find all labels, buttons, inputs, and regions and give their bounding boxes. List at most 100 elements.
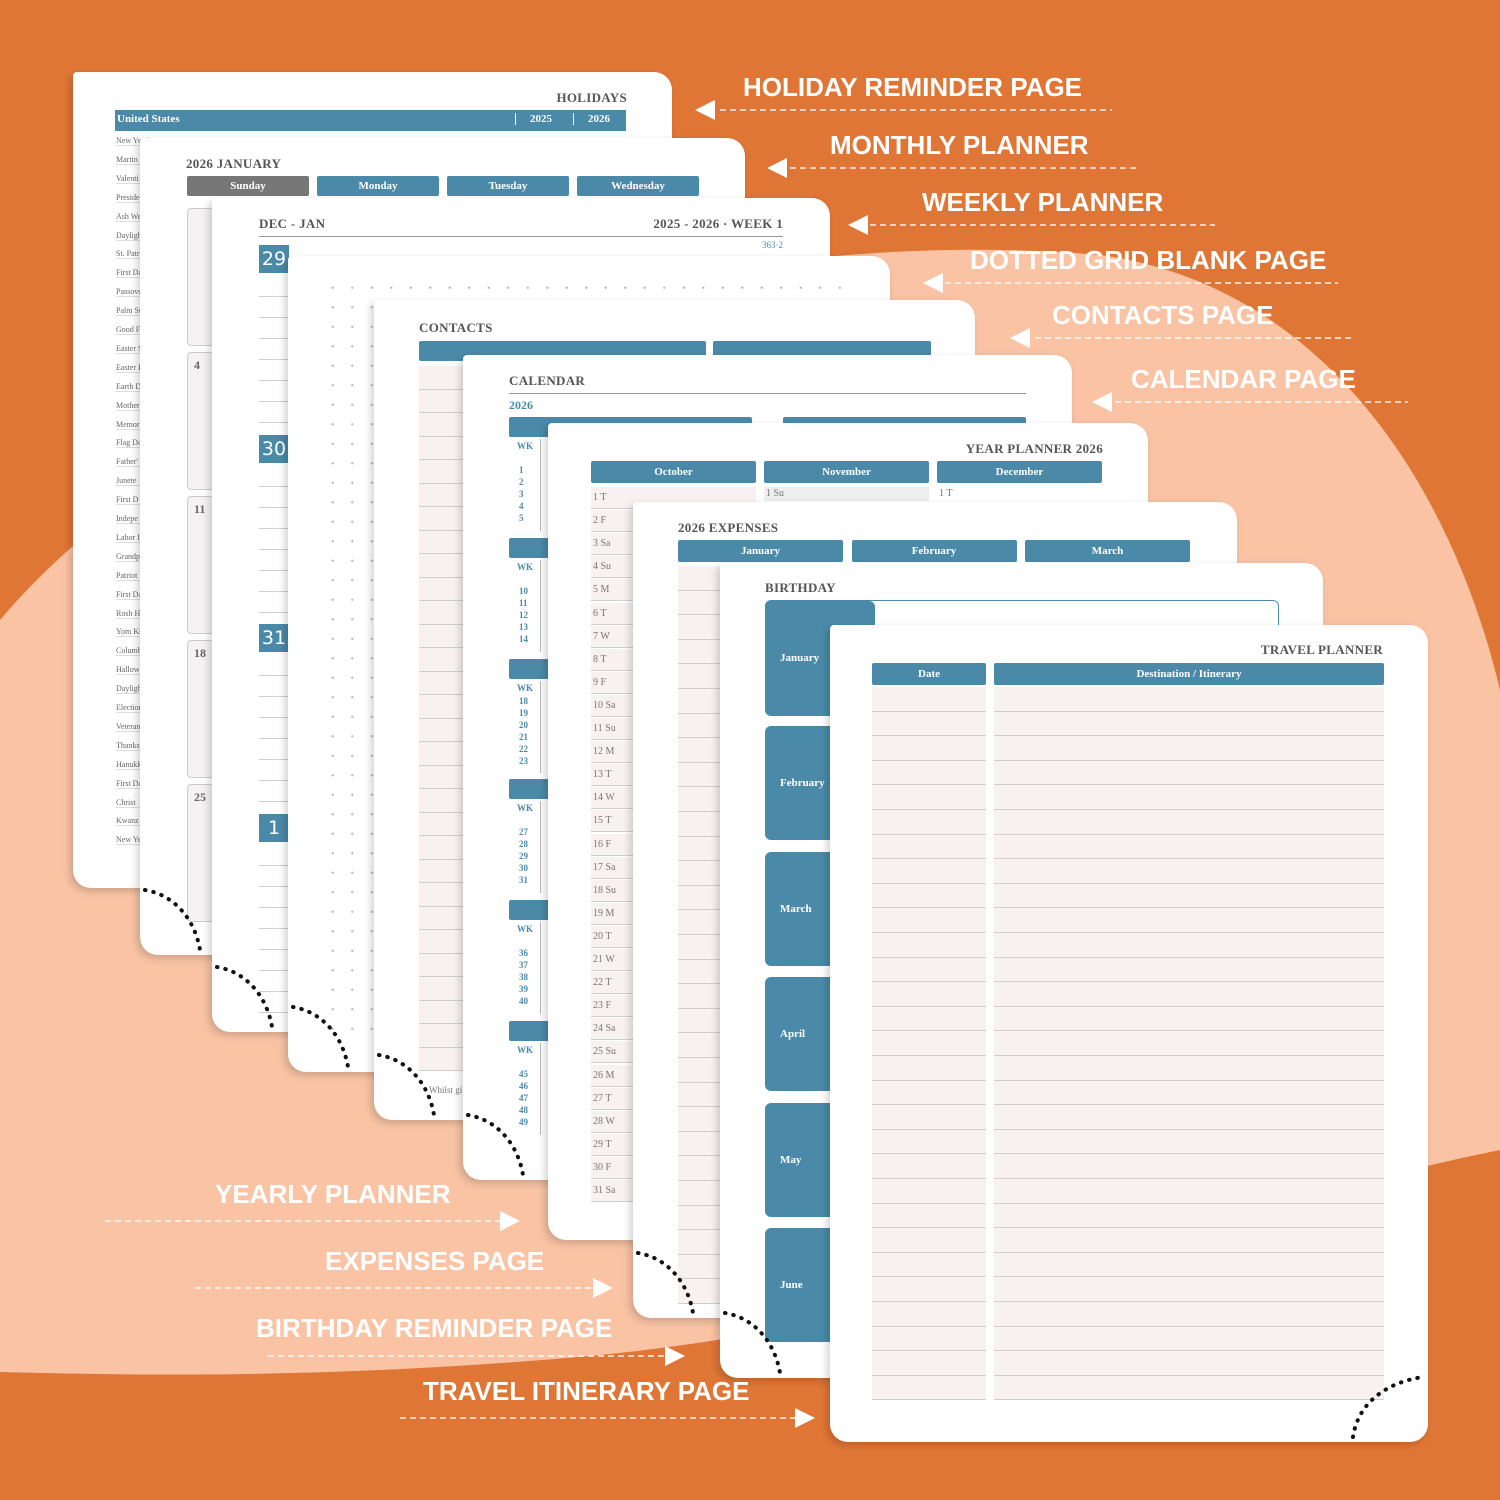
arrow-head xyxy=(767,158,787,178)
week-number: 22 xyxy=(519,743,528,754)
week-number: 40 xyxy=(519,996,528,1007)
month-header: February xyxy=(851,540,1017,562)
row-line xyxy=(994,1203,1384,1229)
row-line xyxy=(994,1252,1384,1278)
week-box xyxy=(187,352,214,490)
week-number: 3 xyxy=(519,489,524,499)
row-line xyxy=(872,1129,986,1155)
date-box: 1 xyxy=(259,813,289,842)
week-number: 13 xyxy=(519,621,528,632)
dots xyxy=(291,1005,350,1069)
feature-label: YEARLY PLANNER xyxy=(215,1179,451,1209)
row-line xyxy=(872,982,986,1007)
column-line xyxy=(540,439,541,531)
country: United States xyxy=(117,113,180,125)
year: 2026 xyxy=(509,398,533,412)
wk-label: WK xyxy=(517,441,534,451)
week-number: 20 xyxy=(519,719,528,730)
row-line xyxy=(994,908,1384,933)
row-line xyxy=(872,1326,986,1352)
row-line xyxy=(994,957,1384,983)
row-line xyxy=(872,859,986,884)
footer: Whilst gi xyxy=(429,1085,463,1095)
dotted-arc xyxy=(723,1311,782,1375)
row-line xyxy=(872,834,986,860)
page-title: BIRTHDAY xyxy=(765,580,836,595)
column-line xyxy=(540,559,541,652)
feature-label: CONTACTS PAGE xyxy=(1052,300,1273,330)
travel-page: TRAVEL PLANNER Date Destination / Itinerar… xyxy=(830,625,1428,1442)
arrow-head xyxy=(923,273,943,293)
dotted-arc xyxy=(1351,1375,1425,1439)
feature-label: BIRTHDAY REMINDER PAGE xyxy=(256,1313,612,1343)
row-line xyxy=(872,687,986,712)
row-line xyxy=(872,1252,986,1278)
date: 25 xyxy=(194,790,206,804)
row-line xyxy=(872,760,986,786)
row-line xyxy=(994,1006,1384,1032)
row-line xyxy=(994,883,1384,909)
wk-label: WK xyxy=(517,803,534,814)
row-line xyxy=(994,1129,1384,1155)
week-number: 10 xyxy=(519,585,528,596)
feature-label: EXPENSES PAGE xyxy=(325,1246,544,1276)
week-label: 2025 - 2026 · WEEK 1 xyxy=(653,216,783,231)
arrow-head xyxy=(500,1211,520,1231)
row-line xyxy=(872,883,986,909)
week-number: 48 xyxy=(519,1105,528,1115)
row-line xyxy=(994,736,1384,761)
arrow-head xyxy=(848,215,868,235)
day-header: Monday xyxy=(317,176,439,196)
dotted-arc xyxy=(291,1005,350,1069)
week-number: 21 xyxy=(519,731,528,742)
row-line xyxy=(872,1302,986,1327)
row-line xyxy=(994,1351,1384,1376)
month-header: October xyxy=(591,461,756,483)
row-line xyxy=(994,1277,1384,1302)
row-line xyxy=(994,785,1384,810)
dotted-arc xyxy=(377,1053,436,1117)
row-line xyxy=(994,1056,1384,1081)
week-number: 30 xyxy=(519,863,528,874)
date: 4 xyxy=(194,358,200,372)
week-number: 46 xyxy=(519,1081,528,1091)
row-line xyxy=(994,1105,1384,1130)
arrow-head xyxy=(695,100,715,120)
dotted-arc xyxy=(636,1251,695,1315)
row-line xyxy=(872,1375,986,1401)
dots xyxy=(143,888,202,952)
week-number: 19 xyxy=(519,707,528,718)
wk-label: WK xyxy=(517,924,534,935)
row-line xyxy=(994,1228,1384,1253)
feature-label: MONTHLY PLANNER xyxy=(830,130,1089,160)
year: 2025 xyxy=(515,113,566,125)
page-title: YEAR PLANNER 2026 xyxy=(965,441,1103,456)
date-box: 30 xyxy=(259,434,289,463)
dotted-arc xyxy=(466,1113,525,1177)
row-line xyxy=(872,1105,986,1130)
row-line xyxy=(994,1080,1384,1106)
week-number: 12 xyxy=(519,609,528,620)
date-box: 31 xyxy=(259,624,289,652)
day-row: 1 T xyxy=(939,488,953,499)
week-number: 23 xyxy=(519,755,528,766)
dots xyxy=(466,1113,525,1177)
row-line xyxy=(872,1056,986,1081)
row-line xyxy=(994,1179,1384,1204)
week-number: 28 xyxy=(519,839,528,850)
week-number: 18 xyxy=(519,695,528,706)
week-number: 4 xyxy=(519,501,524,511)
row-line xyxy=(872,1006,986,1032)
row-line xyxy=(872,908,986,933)
row-line xyxy=(994,1302,1384,1327)
row-line xyxy=(872,1031,986,1056)
page-title: CONTACTS xyxy=(419,320,493,335)
row-line xyxy=(872,711,986,737)
feature-label: TRAVEL ITINERARY PAGE xyxy=(423,1376,750,1406)
row-line xyxy=(994,711,1384,737)
date: 11 xyxy=(194,502,206,516)
row-line xyxy=(994,687,1384,712)
row-line xyxy=(872,1080,986,1106)
divider xyxy=(259,236,783,237)
